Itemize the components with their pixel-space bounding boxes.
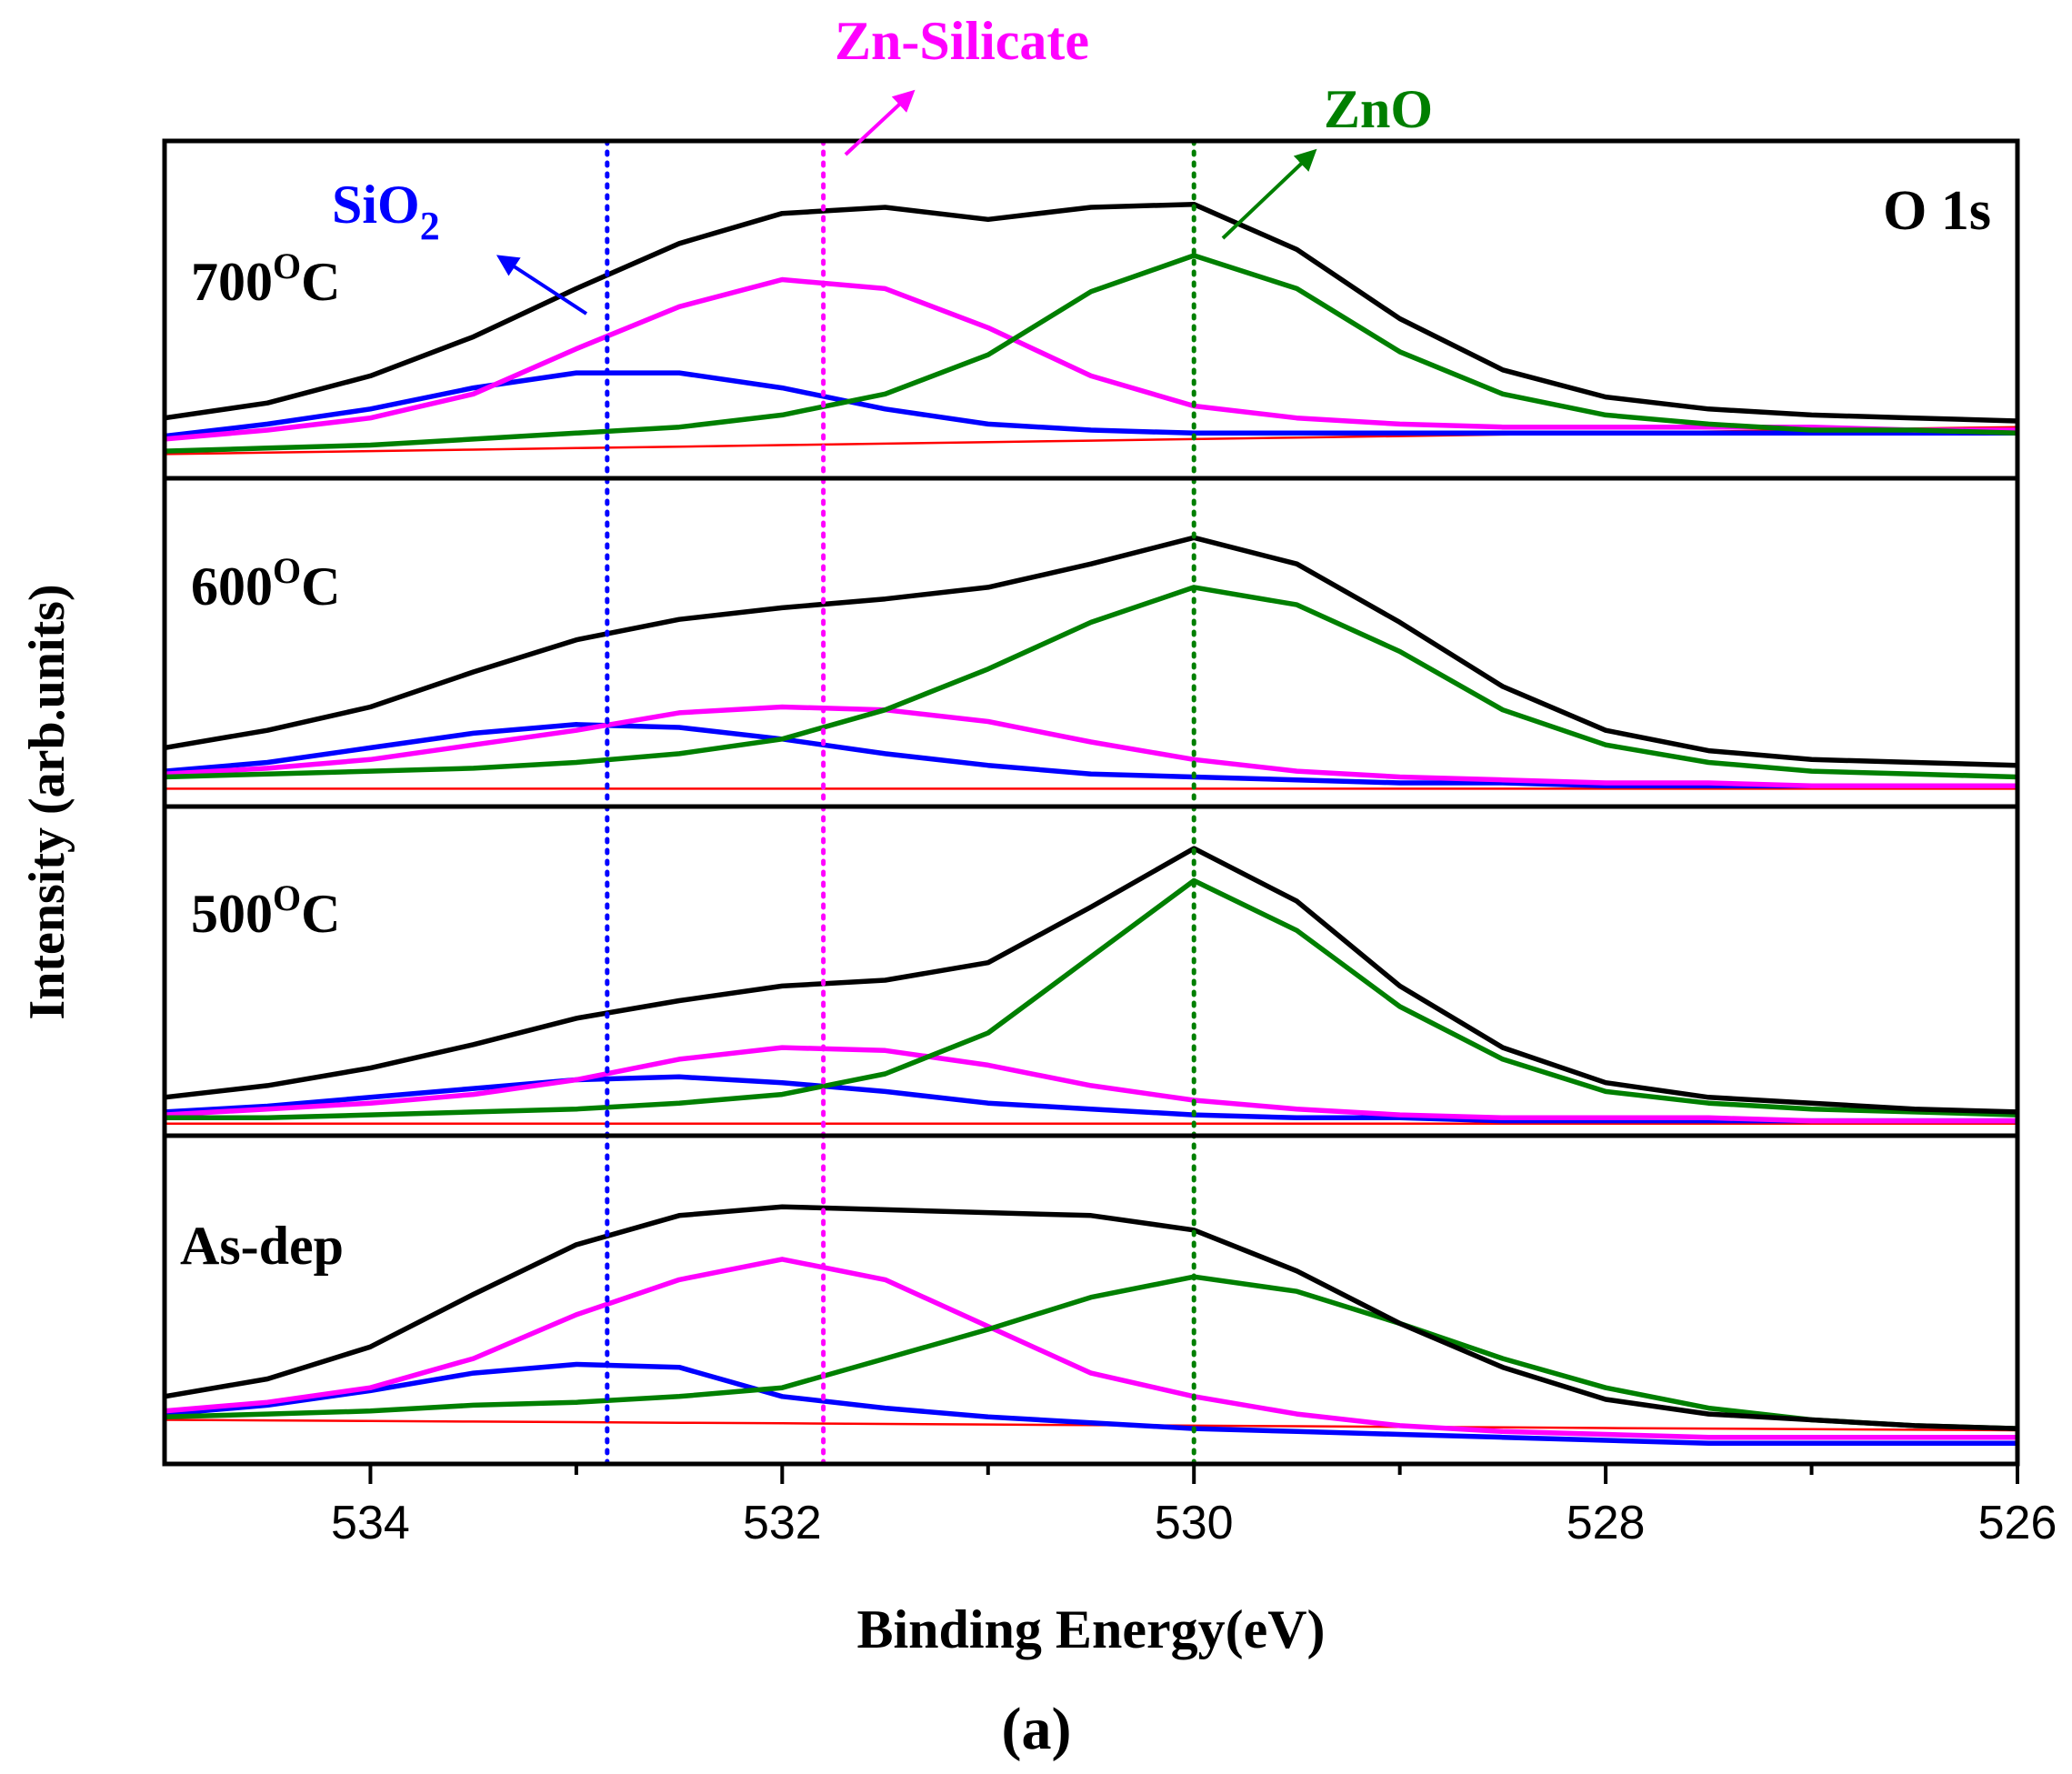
annotation-arrow-sio2 <box>495 255 588 316</box>
plot-frame <box>162 138 2020 1467</box>
annotation-arrow-zno <box>1221 148 1317 240</box>
series-zn-silicate-panel-2 <box>164 1045 2017 1124</box>
annotation-sio2: SiO2 <box>332 175 440 248</box>
panel-2 <box>164 846 2018 1126</box>
series-sio2-panel-0 <box>164 370 2017 439</box>
annotation-zno: ZnO <box>1324 79 1433 139</box>
series-zn-silicate-panel-1 <box>164 704 2017 788</box>
panel-3 <box>164 1204 2018 1446</box>
series-zn-silicate-panel-3 <box>164 1257 2017 1440</box>
series-zno-panel-0 <box>164 253 2018 454</box>
chart-title: O 1s <box>1883 180 1991 242</box>
x-tick-label: 534 <box>331 1497 410 1549</box>
y-axis-title: Intensity (arb.units) <box>19 584 75 1019</box>
panel-label-1: 600OC <box>191 550 340 616</box>
x-tick-label: 530 <box>1155 1497 1234 1549</box>
series-sio2-panel-1 <box>164 722 2017 788</box>
series-envelope-panel-1 <box>164 535 2018 768</box>
figure-label: (a) <box>1002 1696 1072 1762</box>
panel-0 <box>164 201 2018 456</box>
x-tick-label: 526 <box>1978 1497 2057 1549</box>
x-axis-title: Binding Energy(eV) <box>856 1599 1325 1659</box>
series-envelope-panel-3 <box>164 1204 2018 1431</box>
series-sio2-panel-3 <box>164 1361 2017 1446</box>
panel-label-0: 700OC <box>191 246 340 312</box>
x-tick-label: 528 <box>1567 1497 1646 1549</box>
series-zn-silicate-panel-0 <box>164 276 2017 442</box>
x-tick-label: 532 <box>743 1497 822 1549</box>
annotation-arrow-zn-silicate <box>844 89 916 156</box>
panel-label-3: As-dep <box>180 1216 344 1276</box>
series-zno-panel-2 <box>165 877 2018 1121</box>
series-sio2-panel-2 <box>164 1074 2017 1124</box>
annotation-zn-silicate: Zn-Silicate <box>835 11 1089 71</box>
panel-label-2: 500OC <box>191 877 340 944</box>
panel-1 <box>164 535 2018 790</box>
series-envelope-panel-0 <box>164 201 2018 424</box>
series-zno-panel-3 <box>164 1274 2018 1431</box>
series-envelope-panel-2 <box>164 846 2018 1115</box>
series-zno-panel-1 <box>164 585 2018 780</box>
